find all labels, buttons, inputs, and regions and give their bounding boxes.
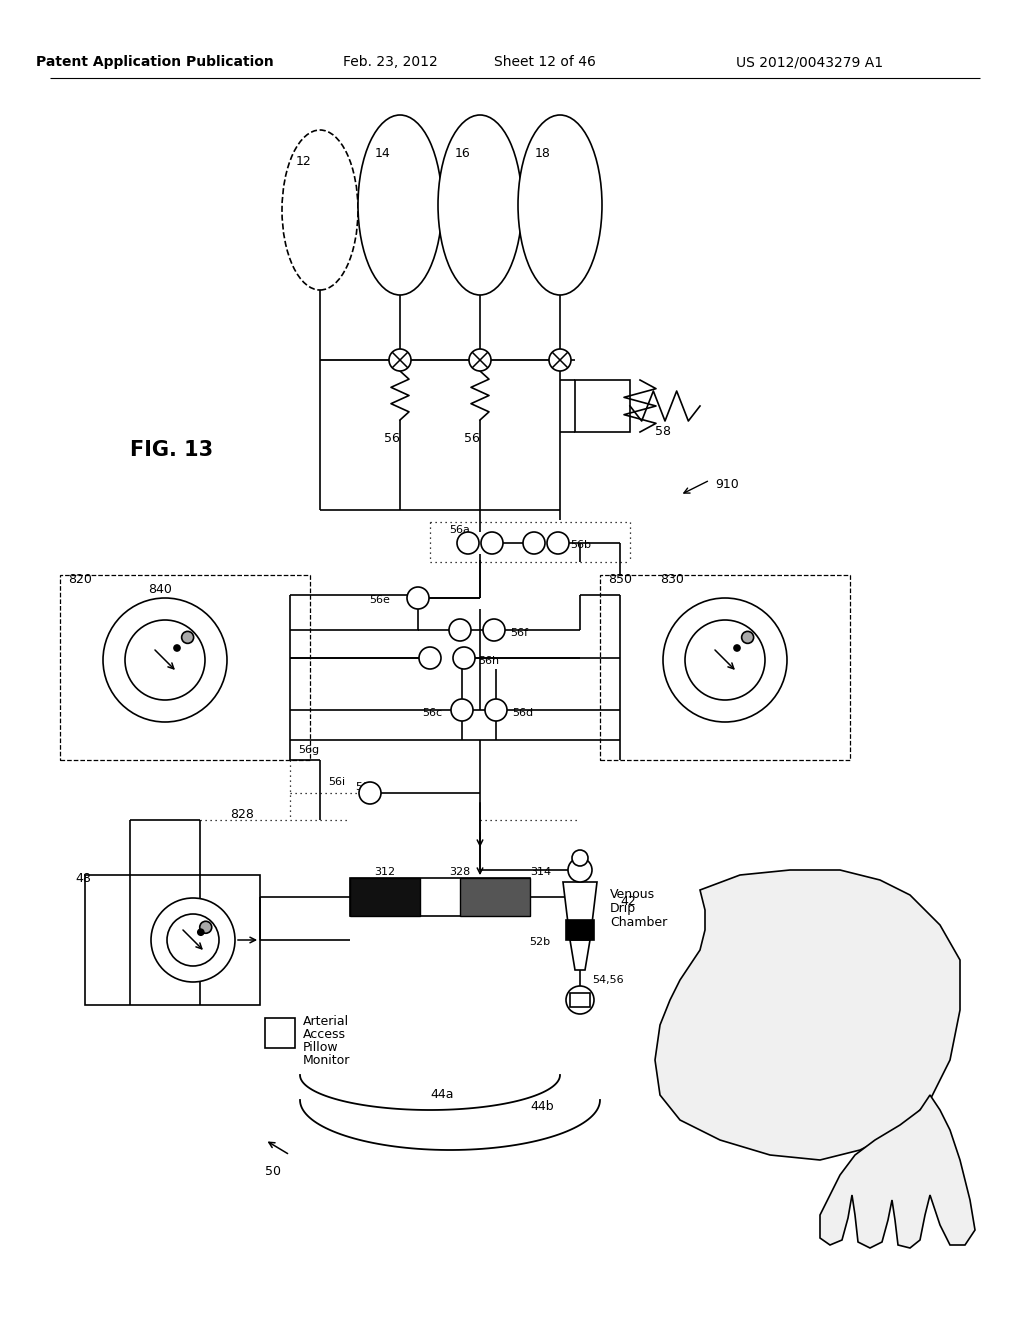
Text: 312: 312	[375, 867, 395, 876]
Text: 18: 18	[535, 147, 551, 160]
Text: Pillow: Pillow	[303, 1041, 339, 1053]
Circle shape	[568, 858, 592, 882]
Circle shape	[741, 631, 754, 643]
Text: 56a: 56a	[450, 525, 470, 535]
Text: Chamber: Chamber	[610, 916, 668, 929]
Circle shape	[469, 348, 490, 371]
Circle shape	[572, 850, 588, 866]
Text: 56: 56	[384, 432, 400, 445]
Circle shape	[685, 620, 765, 700]
Circle shape	[167, 913, 219, 966]
Text: 44a: 44a	[430, 1088, 454, 1101]
Circle shape	[734, 645, 740, 651]
Text: 56f: 56f	[510, 628, 528, 638]
Ellipse shape	[358, 115, 442, 294]
Text: 52b: 52b	[528, 937, 550, 946]
Text: 56b: 56b	[570, 540, 591, 550]
Circle shape	[566, 986, 594, 1014]
Text: 56e: 56e	[369, 595, 390, 605]
Circle shape	[549, 348, 571, 371]
Circle shape	[457, 532, 479, 554]
Circle shape	[419, 647, 441, 669]
Bar	[570, 993, 590, 1007]
Text: 314: 314	[530, 867, 551, 876]
Bar	[80, 590, 290, 741]
Text: 56h: 56h	[478, 656, 499, 667]
Text: Venous: Venous	[610, 888, 655, 902]
Circle shape	[449, 619, 471, 642]
Text: 56g: 56g	[298, 744, 319, 755]
Text: 16: 16	[455, 147, 471, 160]
Text: 910: 910	[715, 478, 738, 491]
Text: 56d: 56d	[512, 708, 534, 718]
Circle shape	[453, 647, 475, 669]
Text: Drip: Drip	[610, 902, 636, 915]
Bar	[350, 878, 420, 916]
Text: 12: 12	[296, 154, 311, 168]
Text: Feb. 23, 2012: Feb. 23, 2012	[343, 55, 437, 69]
Text: 44b: 44b	[530, 1100, 554, 1113]
Circle shape	[200, 921, 212, 933]
Circle shape	[181, 631, 194, 643]
Bar	[350, 878, 530, 916]
Text: 820: 820	[68, 573, 92, 586]
Text: Patent Application Publication: Patent Application Publication	[36, 55, 273, 69]
Text: 56: 56	[464, 432, 480, 445]
Bar	[60, 576, 310, 760]
Text: 830: 830	[660, 573, 684, 586]
Text: 840: 840	[148, 583, 172, 597]
Circle shape	[198, 929, 204, 935]
Circle shape	[547, 532, 569, 554]
Text: 328: 328	[450, 867, 471, 876]
Text: 14: 14	[375, 147, 391, 160]
Circle shape	[523, 532, 545, 554]
Text: 42: 42	[620, 895, 636, 908]
Circle shape	[103, 598, 227, 722]
Circle shape	[151, 898, 234, 982]
Circle shape	[481, 532, 503, 554]
Circle shape	[125, 620, 205, 700]
Bar	[460, 878, 530, 916]
Text: 56c: 56c	[422, 708, 442, 718]
Ellipse shape	[518, 115, 602, 294]
Text: 828: 828	[230, 808, 254, 821]
Circle shape	[174, 645, 180, 651]
Polygon shape	[655, 870, 961, 1160]
Text: Monitor: Monitor	[303, 1053, 350, 1067]
Polygon shape	[820, 1096, 975, 1247]
Text: FIG. 13: FIG. 13	[130, 440, 213, 459]
Circle shape	[359, 781, 381, 804]
Polygon shape	[563, 882, 597, 940]
Ellipse shape	[282, 129, 358, 290]
Bar	[575, 380, 630, 432]
Text: 54,56: 54,56	[592, 975, 624, 985]
Circle shape	[485, 700, 507, 721]
Text: 58: 58	[655, 425, 671, 438]
Circle shape	[451, 700, 473, 721]
Text: 48: 48	[75, 873, 91, 884]
Text: Sheet 12 of 46: Sheet 12 of 46	[494, 55, 596, 69]
Bar	[265, 1018, 295, 1048]
Bar	[600, 576, 850, 760]
Text: Access: Access	[303, 1028, 346, 1041]
Text: US 2012/0043279 A1: US 2012/0043279 A1	[736, 55, 884, 69]
Bar	[566, 920, 594, 940]
Text: 850: 850	[608, 573, 632, 586]
Text: Arterial: Arterial	[303, 1015, 349, 1028]
Text: 50: 50	[265, 1166, 281, 1177]
Circle shape	[389, 348, 411, 371]
Polygon shape	[570, 940, 590, 970]
Circle shape	[663, 598, 787, 722]
Ellipse shape	[438, 115, 522, 294]
Bar	[85, 875, 260, 1005]
Circle shape	[407, 587, 429, 609]
Circle shape	[483, 619, 505, 642]
Text: 56i: 56i	[355, 781, 372, 792]
Bar	[620, 590, 830, 741]
Text: 56i: 56i	[328, 777, 345, 787]
